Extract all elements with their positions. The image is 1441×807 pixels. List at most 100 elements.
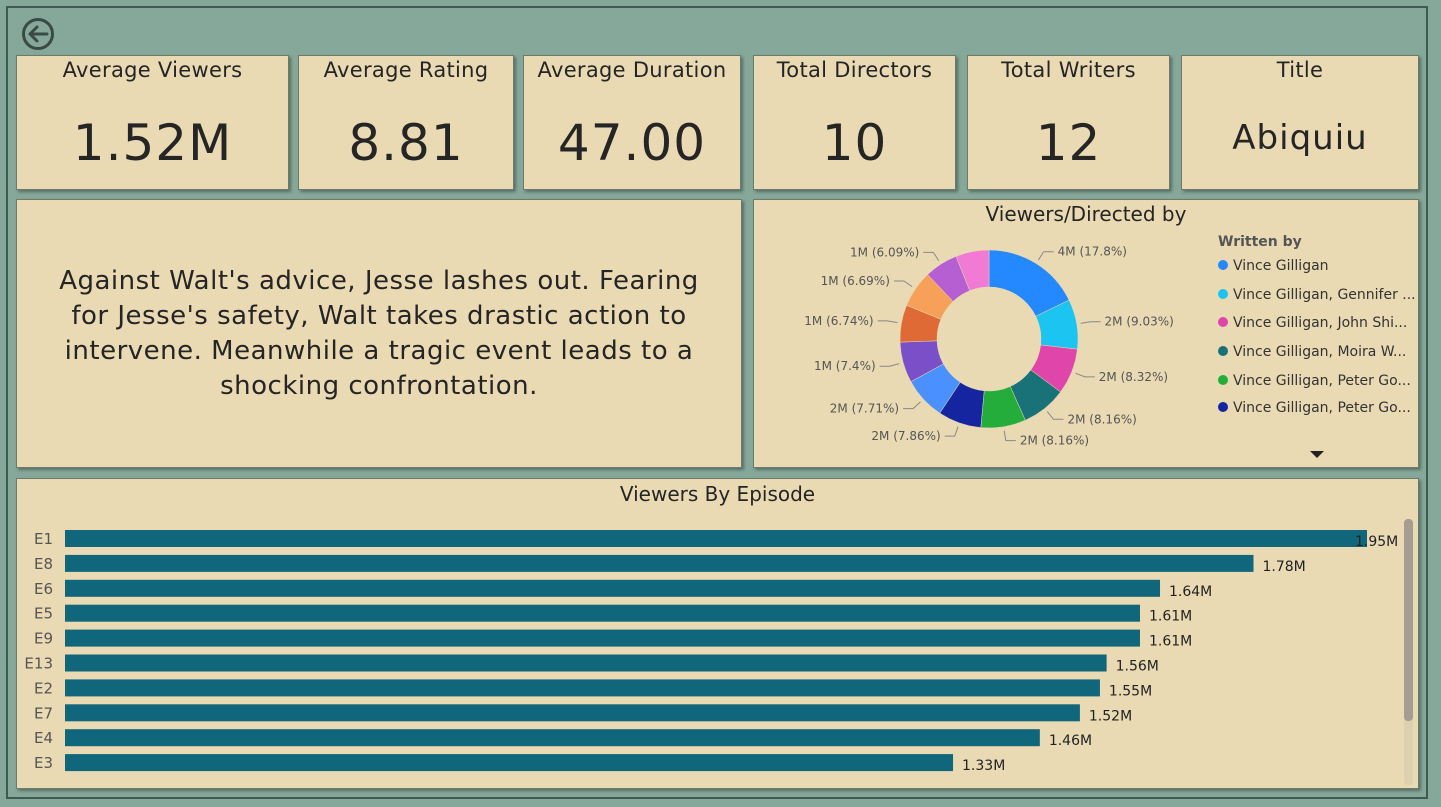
bar-category-label: E3	[34, 754, 53, 772]
kpi-label: Title	[1276, 58, 1324, 82]
legend-scroll-down-icon[interactable]	[1310, 451, 1324, 458]
bar-value-label: 1.95M	[1355, 534, 1398, 550]
bar	[65, 729, 1040, 747]
kpi-label: Average Rating	[323, 58, 489, 82]
bar-category-label: E4	[34, 729, 53, 747]
report-frame	[6, 6, 1428, 799]
donut-data-label: 2M (8.32%)	[1099, 370, 1168, 384]
donut-chart: 4M (17.8%) 2M (9.03%) 2M (8.32%) 2M (8.16%)…	[804, 245, 1174, 448]
bar	[65, 554, 1254, 572]
legend-label: Vince Gilligan, Moira W...	[1233, 344, 1407, 360]
bar-value-label: 1.55M	[1109, 683, 1152, 699]
bar-category-label: E6	[34, 580, 53, 598]
donut-leader-line	[1003, 430, 1016, 442]
donut-data-label: 2M (8.16%)	[1020, 434, 1089, 448]
legend-title: Written by	[1218, 234, 1302, 250]
donut-data-label: 2M (8.16%)	[1068, 412, 1137, 426]
kpi-value: 10	[821, 114, 888, 172]
legend-label: Vince Gilligan, Gennifer ...	[1233, 287, 1416, 303]
bar-category-label: E2	[34, 679, 53, 697]
donut-slice	[955, 249, 990, 292]
donut-data-label: 1M (7.4%)	[814, 359, 876, 373]
donut-leader-line	[1075, 372, 1095, 378]
legend-item[interactable]: Vince Gilligan, Peter Go...	[1218, 373, 1411, 389]
legend-label: Vince Gilligan, Peter Go...	[1233, 400, 1411, 416]
legend-item[interactable]: Vince Gilligan, Gennifer ...	[1218, 287, 1416, 303]
donut-leader-line	[903, 401, 921, 410]
legend-item[interactable]: Vince Gilligan	[1218, 258, 1329, 274]
donut-data-label: 1M (6.69%)	[821, 274, 890, 288]
legend-dot	[1218, 346, 1228, 356]
legend-dot	[1218, 375, 1228, 385]
kpi-card-average-rating: Average Rating 8.81	[298, 55, 514, 190]
donut-leader-line	[944, 426, 959, 437]
donut-data-label: 1M (6.74%)	[804, 314, 873, 328]
kpi-card-total-directors: Total Directors 10	[753, 55, 956, 190]
bar-category-label: E5	[34, 605, 53, 623]
bar	[65, 654, 1107, 672]
bar-value-label: 1.52M	[1089, 708, 1132, 724]
donut-leader-line	[923, 251, 940, 262]
donut-leader-line	[1080, 321, 1101, 324]
kpi-value: Abiquiu	[1232, 118, 1368, 158]
legend-item[interactable]: Vince Gilligan, Moira W...	[1218, 344, 1406, 360]
back-arrow-icon[interactable]	[21, 17, 55, 51]
kpi-value: 12	[1035, 114, 1102, 172]
kpi-value: 47.00	[557, 114, 707, 172]
bar-value-label: 1.78M	[1262, 559, 1305, 575]
donut-chart-title: Viewers/Directed by	[985, 202, 1187, 226]
legend-dot	[1218, 260, 1228, 270]
bar-value-label: 1.61M	[1149, 634, 1192, 650]
kpi-value: 8.81	[348, 114, 464, 172]
kpi-card-total-writers: Total Writers 12	[967, 55, 1170, 190]
donut-leader-line	[879, 363, 900, 367]
bar-chart-title: Viewers By Episode	[619, 482, 816, 506]
bar-category-label: E7	[34, 704, 53, 722]
bar-chart: E1 1.95M E8 1.78M E6 1.64M E5 1.61M E9 1.61M E13 1.…	[24, 530, 1398, 774]
kpi-value: 1.52M	[72, 114, 233, 172]
kpi-label: Average Viewers	[62, 58, 243, 82]
bar	[65, 679, 1100, 697]
donut-leader-line	[1046, 411, 1064, 420]
donut-data-label: 1M (6.09%)	[850, 245, 919, 259]
kpi-label: Average Duration	[537, 58, 727, 82]
bar	[65, 704, 1080, 722]
legend-item[interactable]: Vince Gilligan, John Shi...	[1218, 315, 1407, 331]
legend-dot	[1218, 402, 1228, 412]
kpi-label: Total Directors	[776, 58, 933, 82]
legend-label: Vince Gilligan	[1233, 258, 1329, 274]
donut-data-label: 4M (17.8%)	[1058, 245, 1127, 259]
bar-category-label: E9	[34, 630, 53, 648]
legend-label: Vince Gilligan, Peter Go...	[1233, 373, 1411, 389]
bar	[65, 604, 1140, 622]
bar-value-label: 1.64M	[1169, 584, 1212, 600]
bar-category-label: E8	[34, 555, 53, 573]
donut-data-label: 2M (7.71%)	[830, 402, 899, 416]
bar	[65, 530, 1367, 547]
bar-value-label: 1.46M	[1049, 733, 1092, 749]
donut-leader-line	[893, 280, 913, 288]
bar-category-label: E13	[24, 655, 53, 673]
bar	[65, 754, 954, 772]
donut-data-label: 2M (9.03%)	[1105, 315, 1174, 329]
kpi-card-title: Title Abiquiu	[1181, 55, 1419, 190]
bar-value-label: 1.61M	[1149, 609, 1192, 625]
donut-leader-line	[1037, 251, 1054, 261]
kpi-label: Total Writers	[1001, 58, 1136, 82]
bar-value-label: 1.33M	[962, 758, 1005, 774]
kpi-card-average-viewers: Average Viewers 1.52M	[16, 55, 289, 190]
legend-item[interactable]: Vince Gilligan, Peter Go...	[1218, 400, 1411, 416]
episode-description: Against Walt's advice, Jesse lashes out.…	[59, 265, 699, 401]
legend-dot	[1218, 289, 1228, 299]
donut-data-label: 2M (7.86%)	[871, 429, 940, 443]
legend-label: Vince Gilligan, John Shi...	[1233, 315, 1408, 331]
bar	[65, 629, 1140, 647]
donut-leader-line	[877, 320, 898, 324]
legend-dot	[1218, 317, 1228, 327]
viewers-by-episode-card: Viewers By Episode E1 1.95M E8 1.78M E6 1.64M…	[16, 478, 1419, 789]
bar-value-label: 1.56M	[1116, 659, 1159, 675]
bar-category-label: E1	[34, 530, 53, 548]
scrollbar-thumb[interactable]	[1404, 519, 1413, 721]
viewers-directed-by-card: Viewers/Directed by 4M (17.8%) 2M (9.03%)…	[753, 199, 1419, 468]
episode-description-card: Against Walt's advice, Jesse lashes out.…	[16, 199, 742, 468]
